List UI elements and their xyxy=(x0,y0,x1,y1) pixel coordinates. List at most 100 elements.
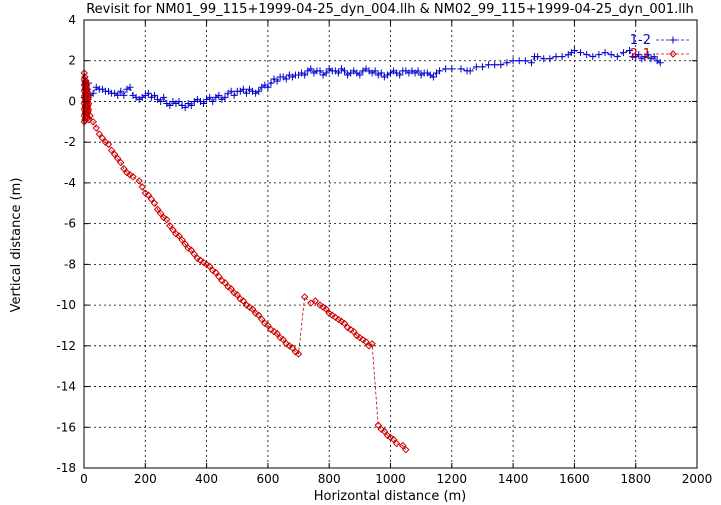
data-point-diamond xyxy=(254,311,263,319)
data-point-diamond xyxy=(141,189,150,197)
data-point-plus xyxy=(215,91,223,99)
data-point-plus xyxy=(619,49,627,57)
data-point-plus xyxy=(626,47,634,55)
data-point-plus xyxy=(255,87,263,95)
data-point-plus xyxy=(356,71,364,79)
data-point-plus xyxy=(558,53,566,61)
data-point-diamond xyxy=(159,213,168,222)
data-point-diamond xyxy=(270,327,278,336)
data-point-plus xyxy=(273,77,281,85)
data-point-diamond xyxy=(399,441,407,450)
y-tick-label: -2 xyxy=(64,135,76,149)
data-point-diamond xyxy=(227,285,235,293)
y-tick-label: 0 xyxy=(68,94,76,108)
data-point-diamond xyxy=(353,331,361,340)
y-tick-label: 4 xyxy=(68,13,76,27)
data-point-diamond xyxy=(101,138,110,146)
data-point-diamond xyxy=(205,262,214,271)
data-point-plus xyxy=(497,61,505,69)
data-point-plus xyxy=(442,65,450,73)
legend-label: 2-1 xyxy=(630,47,651,62)
data-point-diamond xyxy=(95,130,104,138)
y-tick-label: -18 xyxy=(56,461,76,475)
data-point-plus xyxy=(503,59,511,67)
data-point-plus xyxy=(175,97,183,105)
data-point-diamond xyxy=(245,303,254,311)
data-point-plus xyxy=(301,71,309,79)
data-point-plus xyxy=(144,89,152,97)
data-point-diamond xyxy=(144,191,153,199)
data-point-diamond xyxy=(156,209,165,218)
data-point-diamond xyxy=(242,301,251,309)
data-point-diamond xyxy=(359,336,367,344)
y-tick-label: -4 xyxy=(64,176,76,190)
data-point-plus xyxy=(534,53,542,61)
data-point-diamond xyxy=(98,134,107,142)
data-point-diamond xyxy=(123,169,131,177)
data-point-plus xyxy=(150,91,158,99)
data-point-diamond xyxy=(285,342,294,350)
data-point-plus xyxy=(613,53,621,61)
data-point-plus xyxy=(221,93,229,101)
data-point-diamond xyxy=(368,340,376,348)
data-point-diamond xyxy=(383,431,392,440)
data-point-diamond xyxy=(138,183,146,191)
data-point-diamond xyxy=(300,293,309,301)
data-point-plus xyxy=(509,57,517,65)
x-tick-label: 400 xyxy=(195,472,218,486)
data-point-plus xyxy=(157,97,165,105)
data-point-diamond xyxy=(230,289,238,297)
data-point-diamond xyxy=(365,342,373,350)
x-tick-label: 1200 xyxy=(437,472,468,486)
data-point-plus xyxy=(472,63,480,71)
data-point-diamond xyxy=(172,230,180,238)
legend: 1-22-1 xyxy=(630,33,690,62)
data-point-diamond xyxy=(273,329,281,338)
data-point-diamond xyxy=(147,195,156,203)
series-1 xyxy=(80,69,410,454)
data-point-plus xyxy=(429,73,437,81)
y-tick-label: 2 xyxy=(68,54,76,68)
data-point-plus xyxy=(607,51,615,59)
data-point-diamond xyxy=(129,173,137,181)
data-point-plus xyxy=(114,91,122,99)
data-point-diamond xyxy=(402,445,410,454)
data-point-plus xyxy=(120,91,128,99)
data-point-plus xyxy=(227,87,235,95)
x-tick-label: 1600 xyxy=(559,472,590,486)
data-point-plus xyxy=(635,51,643,59)
data-point-plus xyxy=(583,51,591,59)
data-point-diamond xyxy=(187,246,195,254)
data-point-diamond xyxy=(248,305,257,313)
data-point-diamond xyxy=(107,146,116,155)
data-point-diamond xyxy=(175,232,183,240)
data-point-diamond xyxy=(163,215,171,224)
data-point-plus xyxy=(466,67,474,75)
data-point-diamond xyxy=(340,319,349,328)
data-point-diamond xyxy=(669,50,677,58)
data-point-diamond xyxy=(337,317,346,326)
data-point-diamond xyxy=(267,325,275,334)
data-point-diamond xyxy=(184,244,192,252)
data-point-plus xyxy=(341,67,349,75)
data-point-plus xyxy=(436,67,444,75)
x-tick-label: 0 xyxy=(80,472,88,486)
y-tick-label: -6 xyxy=(64,217,76,231)
data-point-plus xyxy=(200,99,208,107)
data-point-diamond xyxy=(288,344,297,352)
data-point-diamond xyxy=(199,258,208,267)
data-point-plus xyxy=(546,55,554,63)
data-point-diamond xyxy=(190,250,199,258)
data-point-diamond xyxy=(261,319,269,328)
data-point-plus xyxy=(521,57,529,65)
x-tick-label: 2000 xyxy=(682,472,713,486)
data-point-diamond xyxy=(386,433,395,442)
data-point-plus xyxy=(126,83,134,91)
y-tick-label: -14 xyxy=(56,380,76,394)
data-point-plus xyxy=(515,57,523,65)
data-point-diamond xyxy=(126,171,134,179)
data-point-diamond xyxy=(166,221,174,230)
data-point-plus xyxy=(166,102,174,110)
ticks: 0 200 400 600 800 1000 1200 1400 1600 1800 2000 4 2 0… xyxy=(56,13,712,486)
